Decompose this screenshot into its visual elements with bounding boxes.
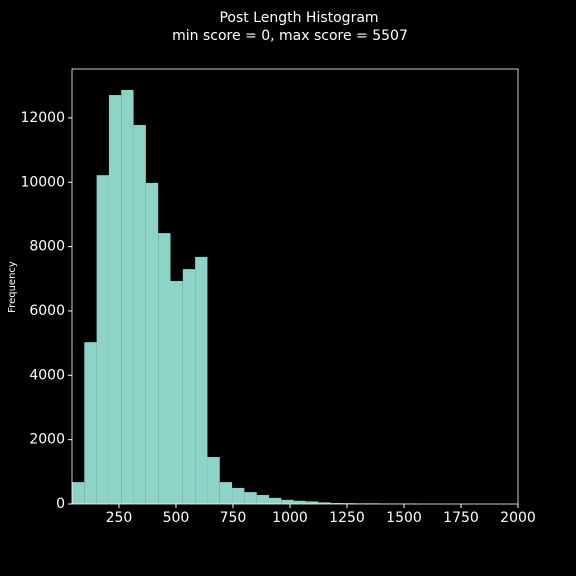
bar: [256, 494, 270, 504]
bar: [342, 503, 356, 504]
y-tick-label: 10000: [20, 174, 65, 190]
y-tick-label: 4000: [29, 367, 65, 383]
bar: [195, 256, 208, 504]
x-tick-label: 2000: [500, 510, 536, 526]
bar: [330, 503, 343, 504]
x-tick-label: 1500: [386, 510, 422, 526]
bar: [158, 233, 171, 504]
bar: [182, 269, 196, 504]
y-tick-label: 6000: [29, 303, 65, 319]
x-tick-label: 1750: [443, 510, 479, 526]
y-axis-label: Frequency: [7, 261, 18, 313]
x-tick-label: 1000: [272, 510, 308, 526]
x-tick-label: 1250: [329, 510, 365, 526]
bar: [108, 95, 122, 504]
y-tick-label: 0: [56, 496, 65, 512]
bar: [207, 457, 220, 504]
x-tick-label: 250: [106, 510, 133, 526]
chart-subtitle: min score = 0, max score = 5507: [172, 28, 408, 44]
x-tick-label: 500: [163, 510, 190, 526]
bar: [318, 502, 331, 504]
bar: [281, 499, 294, 504]
bar: [145, 182, 159, 504]
x-tick-label: 750: [220, 510, 247, 526]
bar: [170, 281, 183, 504]
bar: [133, 124, 146, 504]
bar: [244, 492, 257, 504]
plot-frame: [71, 68, 519, 505]
bar: [269, 497, 282, 504]
bar: [305, 501, 319, 504]
bar: [121, 89, 134, 505]
y-tick-label: 2000: [29, 432, 65, 448]
bar: [84, 342, 97, 504]
bar: [293, 500, 306, 504]
y-tick-label: 8000: [29, 239, 65, 255]
bar: [219, 482, 233, 504]
bar: [96, 175, 109, 505]
chart-title: Post Length Histogram: [219, 10, 378, 26]
bar: [232, 487, 245, 504]
y-tick-label: 12000: [20, 110, 65, 126]
bar: [72, 482, 85, 504]
